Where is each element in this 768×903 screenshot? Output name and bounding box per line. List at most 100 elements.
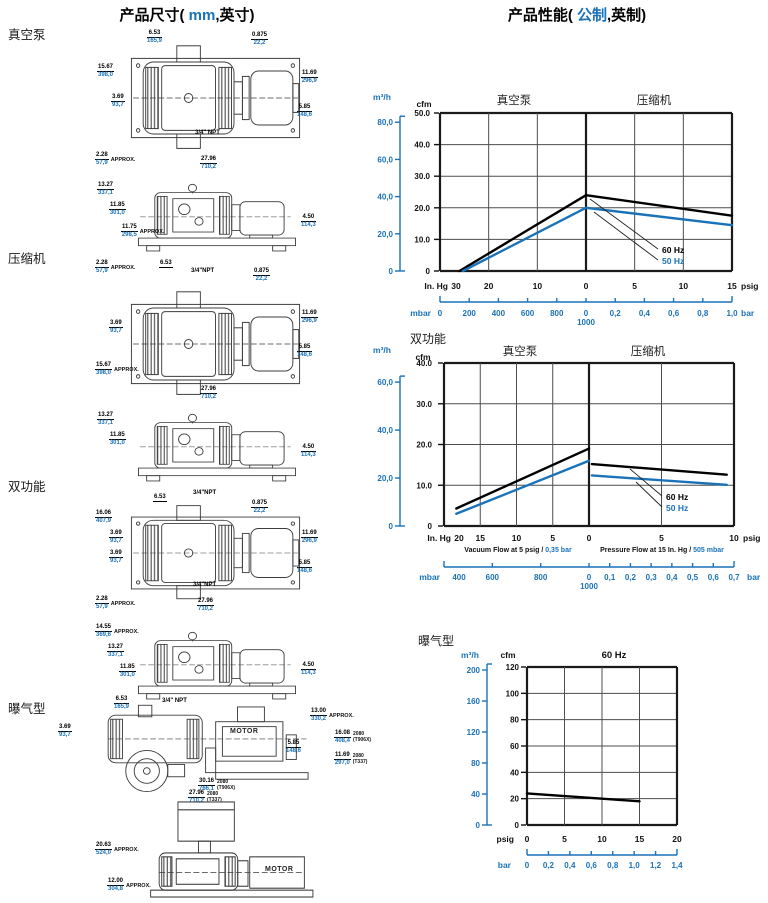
x2-tick-label: 0,3 bbox=[646, 573, 658, 582]
x-tick-label: 30 bbox=[451, 281, 461, 291]
series-line-60-hz bbox=[455, 447, 591, 510]
chart-section-label: 曝气型 bbox=[418, 633, 454, 648]
m3h-tick-label: 80,0 bbox=[377, 118, 393, 127]
dim-label: 4.50 114,3 bbox=[301, 444, 316, 459]
section-label-vacuum: 真空泵 bbox=[8, 28, 46, 42]
m3h-tick-label: 200 bbox=[467, 666, 481, 675]
section-label-aeration: 曝气型 bbox=[8, 702, 46, 716]
x2-tick-label: 0,7 bbox=[728, 573, 740, 582]
dim-label: 27.96 710,2 bbox=[200, 386, 218, 401]
dim-label: 3.69 93,7 bbox=[111, 94, 125, 109]
x2-tick-label: 0,6 bbox=[708, 573, 720, 582]
x-tick-label: 5 bbox=[632, 281, 637, 291]
cfm-tick-label: 20 bbox=[510, 795, 519, 804]
x-unit-right: psig bbox=[743, 533, 760, 543]
m3h-tick-label: 120 bbox=[467, 728, 481, 737]
x-tick-label: 5 bbox=[659, 533, 664, 543]
x2-tick-label: 0,4 bbox=[564, 861, 576, 870]
dim-label: 5.85 148,6 bbox=[286, 740, 302, 755]
x2-tick-label: 0 bbox=[438, 309, 443, 318]
x2-tick-label: 0,8 bbox=[697, 309, 709, 318]
cfm-tick-label: 0 bbox=[426, 267, 431, 276]
m3h-tick-label: 0 bbox=[389, 267, 394, 276]
legend-leader-line bbox=[593, 211, 659, 261]
x2-unit-right: bar bbox=[747, 572, 761, 582]
dim-label: 11.85 301,0 bbox=[119, 664, 136, 679]
series-line-60-hz bbox=[458, 193, 734, 273]
cfm-tick-label: 100 bbox=[506, 689, 520, 698]
x2-tick-label: 800 bbox=[534, 573, 548, 582]
x-unit-left: In. Hg bbox=[424, 281, 448, 291]
dim-label: 13.27 337,1 bbox=[97, 412, 115, 427]
dim-label: 30.16 766,1 2080 (T906X) bbox=[198, 778, 236, 793]
m3h-tick-label: 60,0 bbox=[377, 378, 393, 387]
m3h-tick-label: 20,0 bbox=[377, 230, 393, 239]
x2-sub-label: 1000 bbox=[580, 582, 598, 591]
dim-label: 3.69 93,7 bbox=[109, 530, 123, 545]
x2-unit-left: mbar bbox=[419, 572, 440, 582]
dim-label: 6.53 165,9 bbox=[147, 30, 163, 45]
m3h-tick-label: 0 bbox=[389, 522, 394, 531]
legend-label: 60 Hz bbox=[666, 492, 688, 502]
chart-region-header: 真空泵 bbox=[503, 344, 538, 358]
dim-label: 0.875 22,2 bbox=[253, 268, 271, 283]
x2-tick-label: 0,6 bbox=[586, 861, 598, 870]
cfm-tick-label: 50.0 bbox=[414, 109, 430, 118]
motor-label: MOTOR bbox=[230, 728, 259, 735]
chart-section-label: 双功能 bbox=[410, 332, 446, 346]
legend-leader-line bbox=[635, 481, 663, 508]
x2-tick-label: 1,2 bbox=[650, 861, 662, 870]
m3h-tick-label: 160 bbox=[467, 697, 481, 706]
x2-unit-right: bar bbox=[741, 308, 755, 318]
cfm-tick-label: 30.0 bbox=[414, 172, 430, 181]
x-tick-label: 0 bbox=[525, 834, 530, 844]
x2-tick-label: 1,0 bbox=[629, 861, 641, 870]
cfm-tick-label: 10.0 bbox=[416, 481, 432, 490]
x2-tick-label: 0,4 bbox=[666, 573, 678, 582]
x-unit-left: In. Hg bbox=[427, 533, 451, 543]
cfm-tick-label: 0 bbox=[428, 522, 433, 531]
npt-callout: 3/4"NPT bbox=[191, 268, 215, 274]
cfm-tick-label: 60 bbox=[510, 742, 519, 751]
dim-label: 4.50 114,3 bbox=[301, 214, 316, 229]
dim-label: 27.96 710,2 bbox=[197, 598, 215, 613]
dim-label: 11.69 296,9 bbox=[301, 70, 318, 85]
x2-tick-label: 1,4 bbox=[671, 861, 683, 870]
m3h-axis-title: m³/h bbox=[373, 92, 391, 102]
npt-callout: 3/4"NPT bbox=[193, 582, 217, 588]
m3h-axis-title: m³/h bbox=[373, 345, 391, 355]
x-tick-label: 20 bbox=[454, 533, 464, 543]
dimensions-title: 产品尺寸( mm,英寸) bbox=[97, 4, 277, 25]
compressor-side-drawing: 13.27 337,1 11.85 301,0 4.50 114,3 bbox=[95, 404, 323, 488]
cfm-tick-label: 0 bbox=[515, 821, 520, 830]
cfm-tick-label: 20.0 bbox=[416, 441, 432, 450]
x-tick-label: 15 bbox=[727, 281, 737, 291]
npt-callout: 3/4" NPT bbox=[162, 698, 187, 704]
chart-region-header: 压缩机 bbox=[631, 344, 666, 358]
series-line-50-hz bbox=[455, 459, 591, 515]
m3h-tick-label: 0 bbox=[476, 821, 481, 830]
dim-label: 16.08 408,4 2080 (T906X) bbox=[334, 730, 372, 745]
section-label-compressor: 压缩机 bbox=[8, 252, 46, 266]
dim-label: 11.69 297,0 2080 (T337) bbox=[334, 752, 368, 767]
npt-callout: 3/4" NPT bbox=[195, 130, 220, 136]
x2-tick-label: 800 bbox=[550, 309, 564, 318]
dim-label: 6.53 bbox=[159, 260, 173, 269]
cfm-tick-label: 10.0 bbox=[414, 235, 430, 244]
motor-label: MOTOR bbox=[265, 866, 294, 873]
series-line-50-hz bbox=[590, 474, 728, 487]
performance-title-prefix: 产品性能( bbox=[507, 7, 577, 24]
dim-label: 12.00 304,8 APPROX. bbox=[107, 878, 151, 893]
chart-title: 60 Hz bbox=[602, 650, 627, 661]
dim-label: 6.53 bbox=[153, 494, 167, 503]
x-tick-label: 0 bbox=[587, 533, 592, 543]
cfm-tick-label: 30.0 bbox=[416, 400, 432, 409]
x-tick-label: 15 bbox=[635, 834, 645, 844]
dim-label: 3.69 93,7 bbox=[109, 550, 123, 565]
series-line-60-hz bbox=[590, 462, 728, 476]
dim-label: 20.63 524,0 APPROX. bbox=[95, 842, 139, 857]
performance-title: 产品性能( 公制,英制) bbox=[482, 4, 672, 25]
x2-tick-label: 600 bbox=[486, 573, 500, 582]
x-tick-label: 10 bbox=[512, 533, 522, 543]
x2-tick-label: 0,4 bbox=[639, 309, 651, 318]
